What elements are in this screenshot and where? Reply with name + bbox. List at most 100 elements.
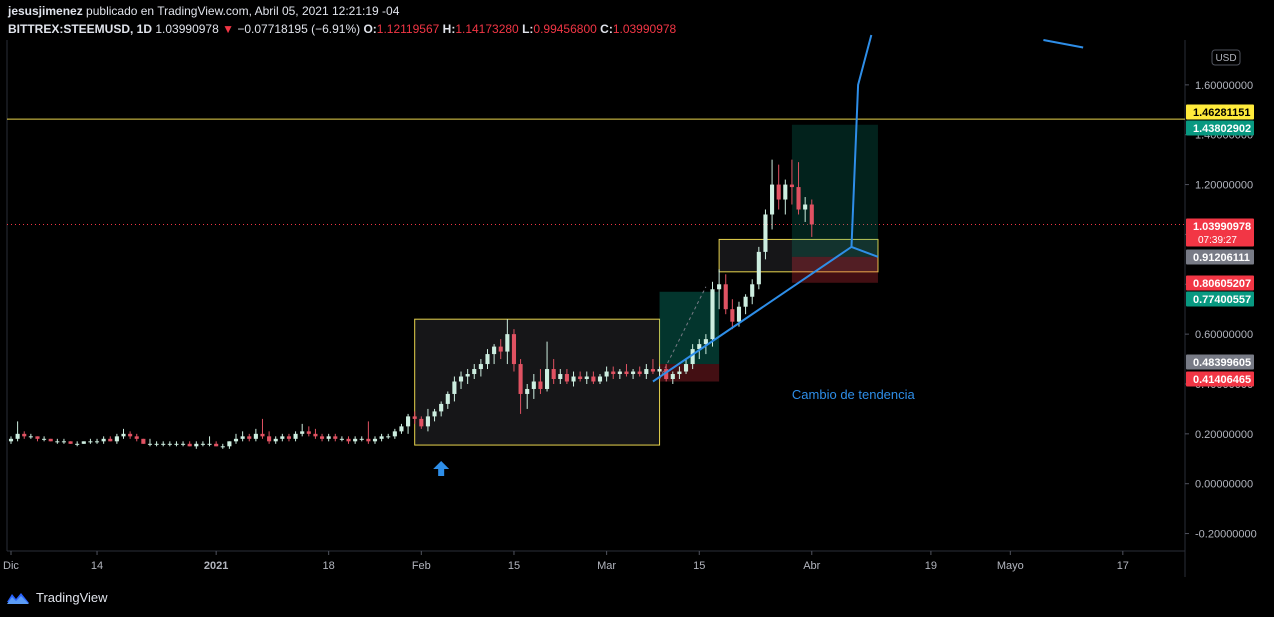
candle <box>412 411 417 424</box>
candle <box>94 438 100 444</box>
candle-body <box>664 369 669 380</box>
price-axis-label: 0.91206111 <box>1186 249 1254 265</box>
candle-body <box>538 381 543 389</box>
candle <box>35 436 40 442</box>
candle-body <box>584 376 589 380</box>
candle <box>809 199 814 237</box>
candle-body <box>518 364 523 394</box>
candle-body <box>68 441 73 444</box>
candle <box>717 269 722 310</box>
candle <box>750 279 755 305</box>
candle <box>273 436 278 444</box>
candle <box>770 159 775 230</box>
x-tick-label: Dic <box>3 560 19 572</box>
candle <box>631 369 636 380</box>
publish-text: publicado en TradingView.com, Abril 05, … <box>86 4 400 18</box>
candle <box>61 438 66 444</box>
candle-body <box>88 441 93 443</box>
candle <box>220 443 225 449</box>
candle <box>121 428 126 439</box>
candle-body <box>366 438 371 442</box>
candle-body <box>306 431 311 434</box>
candle <box>75 441 80 447</box>
candle-body <box>319 436 325 439</box>
candle <box>796 162 801 215</box>
candle-body <box>35 436 40 439</box>
candle-body <box>723 284 728 310</box>
candle <box>518 359 523 414</box>
price-axis-label-bg <box>1186 104 1254 120</box>
candle-body <box>187 443 192 447</box>
candle-body <box>465 374 470 377</box>
candle <box>730 299 735 330</box>
candle-body <box>492 346 497 355</box>
candle-body <box>803 204 808 210</box>
candle <box>677 366 682 380</box>
candle <box>339 436 344 442</box>
candle <box>319 433 325 442</box>
candle <box>478 359 483 377</box>
y-tick-label: 0.60000000 <box>1195 329 1253 341</box>
candle-body <box>94 441 100 443</box>
candle-body <box>412 416 417 419</box>
x-tick-label: 19 <box>925 560 937 572</box>
price-axis-label-text: 0.91206111 <box>1193 252 1250 264</box>
candle-body <box>134 436 139 439</box>
candle <box>386 433 391 439</box>
close-label: C: <box>600 22 613 36</box>
candle <box>101 436 106 444</box>
author-name[interactable]: jesusjimenez <box>8 4 83 18</box>
candle <box>485 349 490 370</box>
candle-body <box>406 416 411 427</box>
candle-body <box>525 388 530 394</box>
candle-body <box>154 443 159 445</box>
candle <box>611 366 616 380</box>
candle <box>644 364 649 380</box>
candle-body <box>260 433 265 437</box>
symbol-label: BITTREX:STEEMUSD, 1D <box>8 22 153 36</box>
candle <box>88 438 93 444</box>
candle-body <box>571 376 576 382</box>
price-axis-label-bg <box>1186 120 1254 136</box>
candle-body <box>313 433 318 437</box>
candle-body <box>399 426 404 432</box>
candle-body <box>353 438 358 442</box>
currency-badge <box>1211 49 1241 66</box>
y-tick-label: -0.20000000 <box>1195 529 1257 541</box>
candle <box>194 441 199 449</box>
candle <box>558 369 563 384</box>
x-tick-label: 17 <box>1117 560 1129 572</box>
candle-body <box>240 436 245 439</box>
candle-body <box>478 364 483 370</box>
candle <box>267 431 272 444</box>
candle <box>538 369 543 394</box>
up-arrow-icon <box>433 461 450 476</box>
candle-body <box>564 374 569 382</box>
high-label: H: <box>442 22 456 36</box>
candle-body <box>452 381 457 394</box>
candle-body <box>326 436 331 439</box>
candle <box>650 359 655 375</box>
price-axis-label-text: 0.41406465 <box>1193 374 1251 386</box>
candle-body <box>445 393 450 404</box>
brand-name[interactable]: TradingView <box>36 590 108 605</box>
candle-body <box>194 443 199 447</box>
price-change: −0.07718195 (−6.91%) <box>237 22 361 36</box>
candle <box>723 274 728 315</box>
candle-body <box>710 289 715 340</box>
candle <box>68 441 73 444</box>
candle-body <box>273 438 278 442</box>
publish-info: jesusjimenez publicado en TradingView.co… <box>8 4 399 18</box>
candle <box>531 374 536 399</box>
candle-body <box>15 433 20 439</box>
price-axis-label: 0.77400557 <box>1186 291 1254 307</box>
candle-body <box>108 438 113 442</box>
candle-body <box>545 369 550 389</box>
candle-body <box>505 334 510 352</box>
candle-body <box>750 284 755 297</box>
tradingview-logo-icon[interactable] <box>6 591 30 605</box>
candle <box>167 441 172 447</box>
footer: TradingView <box>6 590 108 605</box>
candle <box>253 428 258 442</box>
